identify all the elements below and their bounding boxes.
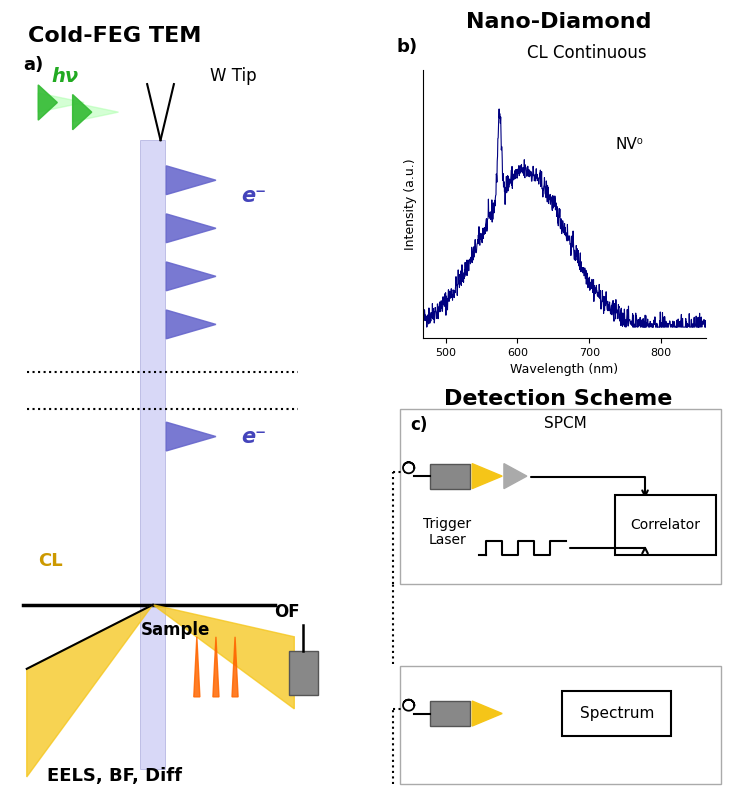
FancyBboxPatch shape — [140, 140, 165, 769]
Text: SPCM: SPCM — [545, 416, 587, 431]
Polygon shape — [73, 103, 118, 122]
Text: W Tip: W Tip — [210, 67, 257, 85]
Text: CL Continuous: CL Continuous — [527, 44, 647, 62]
Y-axis label: Intensity (a.u.): Intensity (a.u.) — [404, 158, 417, 250]
Polygon shape — [472, 701, 502, 726]
FancyBboxPatch shape — [615, 495, 716, 555]
Text: Detection Scheme: Detection Scheme — [445, 388, 673, 409]
Polygon shape — [213, 637, 219, 697]
Text: c): c) — [410, 416, 428, 433]
FancyBboxPatch shape — [430, 701, 470, 726]
Text: Trigger
Laser: Trigger Laser — [423, 517, 472, 547]
Text: b): b) — [396, 38, 417, 56]
Polygon shape — [153, 605, 294, 709]
Text: e⁻: e⁻ — [241, 187, 266, 206]
X-axis label: Wavelength (nm): Wavelength (nm) — [510, 364, 618, 376]
Text: Cold-FEG TEM: Cold-FEG TEM — [28, 26, 201, 46]
Text: Correlator: Correlator — [630, 518, 700, 532]
Polygon shape — [26, 605, 153, 777]
Text: OF: OF — [275, 603, 300, 621]
FancyBboxPatch shape — [562, 690, 672, 736]
Polygon shape — [166, 422, 216, 451]
Polygon shape — [38, 85, 57, 120]
Polygon shape — [194, 637, 200, 697]
Text: e⁻: e⁻ — [241, 427, 266, 446]
Text: Spectrum: Spectrum — [580, 706, 654, 721]
Polygon shape — [472, 464, 502, 489]
Polygon shape — [166, 310, 216, 339]
FancyBboxPatch shape — [400, 409, 721, 585]
Polygon shape — [166, 214, 216, 243]
Polygon shape — [166, 262, 216, 291]
Polygon shape — [166, 166, 216, 195]
Text: Nano-Diamond: Nano-Diamond — [466, 11, 651, 31]
Text: EELS, BF, Diff: EELS, BF, Diff — [47, 767, 182, 785]
Polygon shape — [504, 464, 527, 489]
Polygon shape — [73, 95, 92, 130]
Text: CL: CL — [38, 552, 63, 570]
Text: Sample: Sample — [141, 621, 210, 638]
Text: NV⁰: NV⁰ — [615, 137, 643, 152]
FancyBboxPatch shape — [430, 464, 470, 489]
Polygon shape — [38, 93, 84, 112]
FancyBboxPatch shape — [400, 666, 721, 784]
FancyBboxPatch shape — [290, 651, 318, 695]
Polygon shape — [232, 637, 238, 697]
Text: hν: hν — [51, 66, 79, 86]
Text: a): a) — [23, 56, 43, 74]
